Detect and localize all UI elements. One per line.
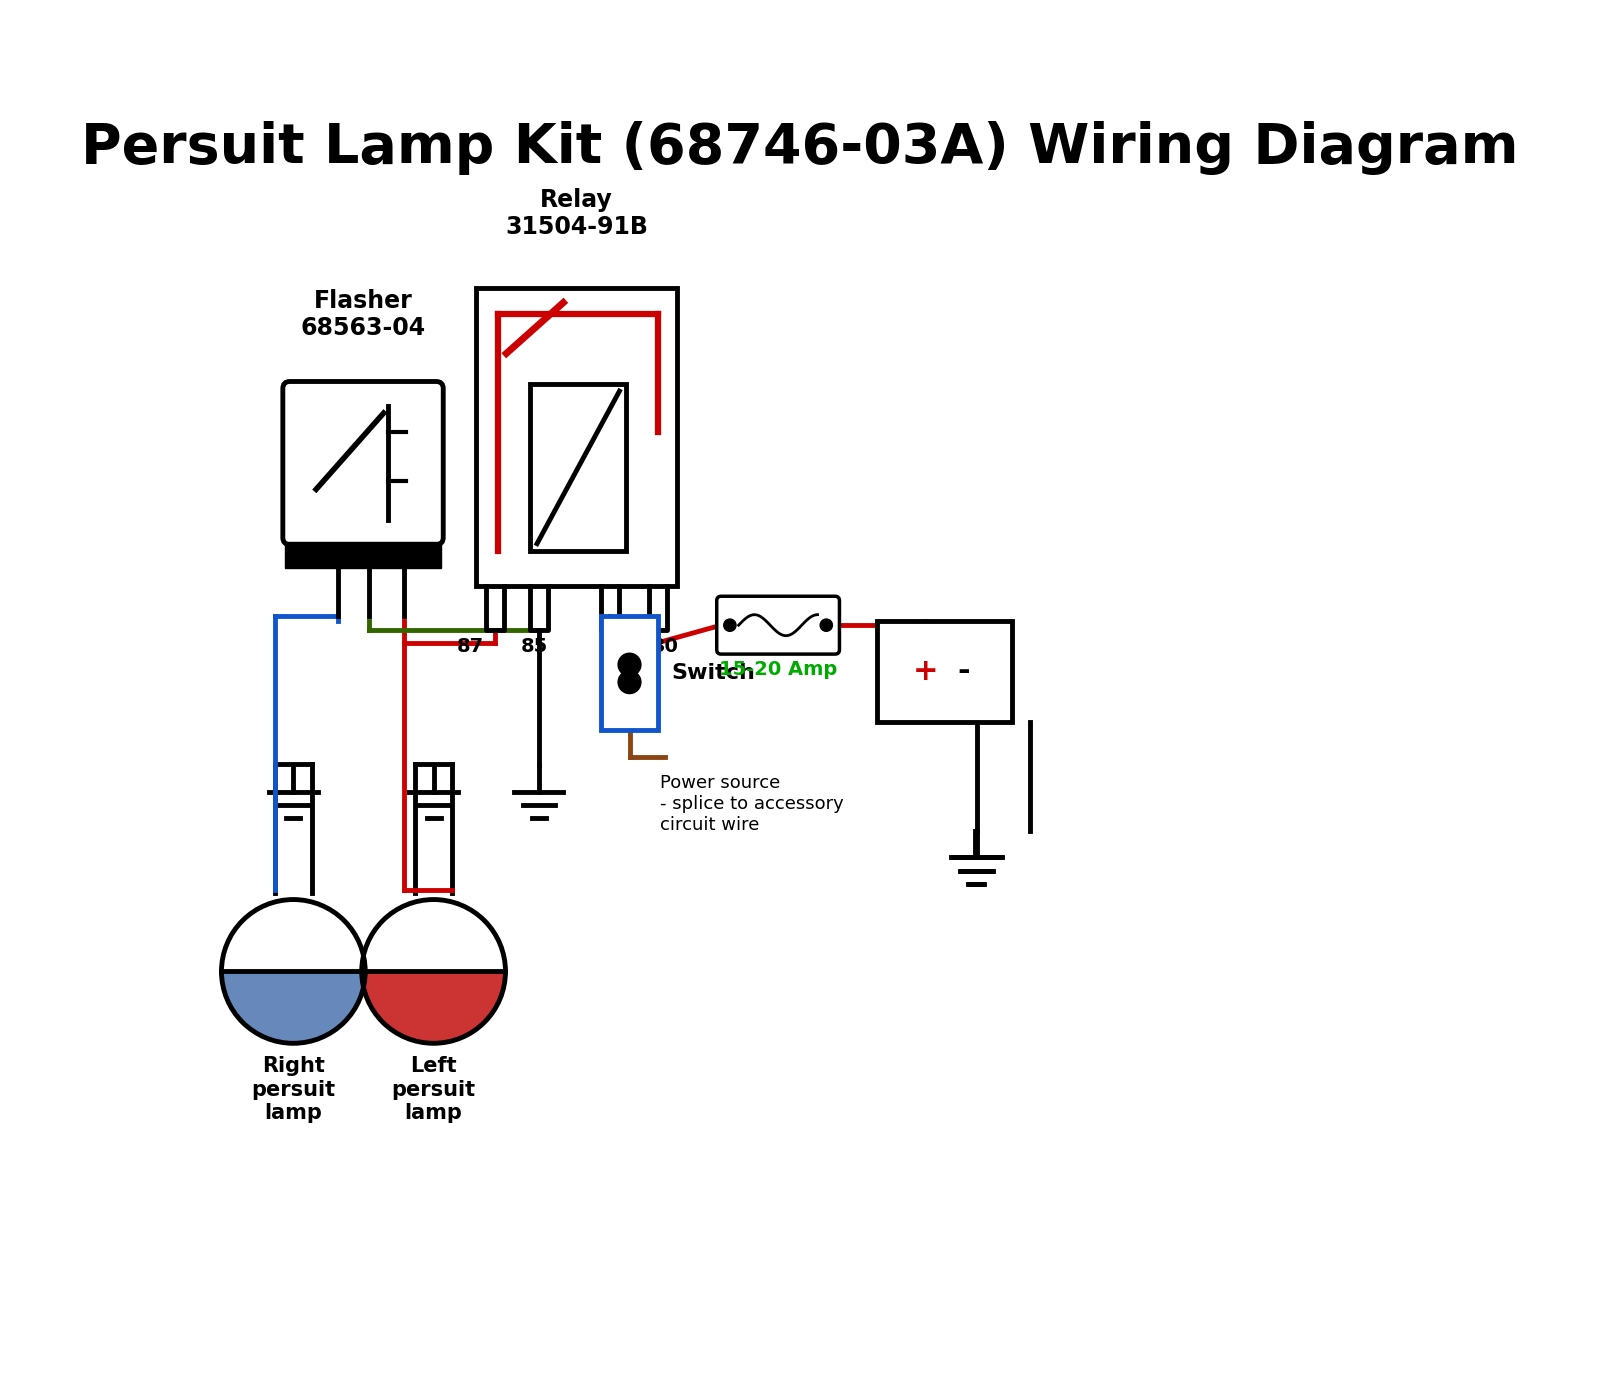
Wedge shape: [363, 901, 504, 971]
Text: Right
persuit
lamp: Right persuit lamp: [251, 1056, 336, 1123]
Wedge shape: [224, 901, 363, 971]
Bar: [475, 287, 677, 586]
Text: Persuit Lamp Kit (68746-03A) Wiring Diagram: Persuit Lamp Kit (68746-03A) Wiring Diag…: [82, 121, 1518, 176]
Circle shape: [723, 619, 736, 632]
Bar: [877, 621, 1013, 721]
Text: Power source
- splice to accessory
circuit wire: Power source - splice to accessory circu…: [659, 774, 843, 834]
Circle shape: [362, 900, 506, 1043]
Circle shape: [221, 900, 365, 1043]
Text: 85: 85: [520, 636, 549, 656]
Text: +: +: [912, 657, 938, 686]
Text: -: -: [958, 657, 970, 686]
FancyBboxPatch shape: [717, 596, 840, 654]
Bar: [602, 617, 658, 731]
FancyBboxPatch shape: [283, 381, 443, 544]
Text: Relay
31504-91B: Relay 31504-91B: [506, 188, 648, 240]
Text: 15-20 Amp: 15-20 Amp: [718, 660, 837, 679]
Text: 87: 87: [458, 636, 483, 656]
Wedge shape: [363, 971, 504, 1042]
Text: Flasher
68563-04: Flasher 68563-04: [301, 289, 426, 340]
Text: 30: 30: [651, 636, 678, 656]
Wedge shape: [224, 971, 363, 1042]
Circle shape: [618, 653, 642, 677]
Circle shape: [618, 671, 642, 693]
Text: Left
persuit
lamp: Left persuit lamp: [392, 1056, 475, 1123]
Text: Switch: Switch: [670, 664, 755, 684]
Circle shape: [821, 619, 832, 632]
Bar: [285, 541, 440, 568]
Text: 86: 86: [603, 636, 630, 656]
Bar: [530, 384, 627, 551]
